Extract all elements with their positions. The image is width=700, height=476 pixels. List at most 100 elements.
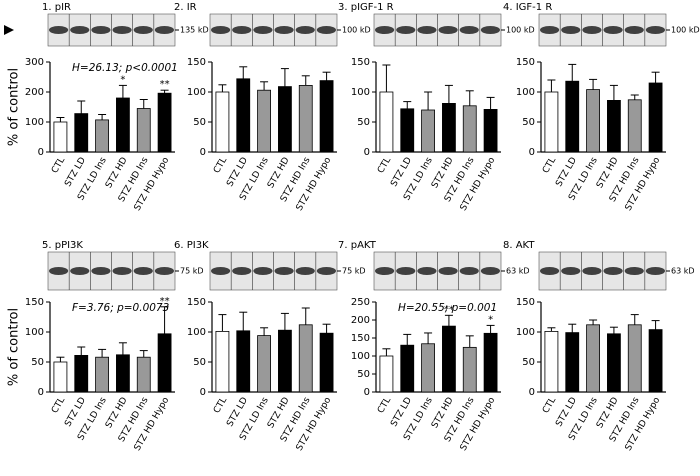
blot-band [396, 26, 416, 34]
blot-band [253, 26, 273, 34]
blot-band [295, 267, 315, 275]
y-axis-label: % of control [7, 308, 22, 386]
y-tick-label: 150 [516, 57, 535, 68]
stat-annotation: H=26.13; p<0.0001 [72, 62, 178, 74]
blot-band [70, 267, 90, 275]
blot-band [49, 267, 69, 275]
blot-band [645, 26, 666, 34]
bar [74, 113, 89, 153]
bar [483, 109, 498, 153]
blot-band [211, 26, 231, 34]
blot-arrow [4, 25, 14, 35]
bar [586, 89, 600, 153]
blot-band [582, 26, 602, 34]
blot-band [253, 267, 273, 275]
x-tick-label: CTL [50, 396, 67, 416]
bar [157, 92, 172, 153]
x-tick-label: CTL [376, 156, 393, 176]
significance: * [120, 74, 125, 85]
x-tick-label: CTL [541, 396, 558, 416]
y-tick-label: 0 [529, 387, 535, 398]
bar [95, 356, 109, 393]
y-tick-label: 100 [351, 87, 370, 98]
blot-band [480, 267, 500, 275]
blot-band [582, 267, 602, 275]
y-tick-label: 0 [364, 147, 370, 158]
bar [53, 361, 68, 393]
significance: ** [160, 79, 170, 90]
y-tick-label: 200 [351, 315, 370, 326]
blot-band [396, 267, 416, 275]
blot-band [624, 267, 644, 275]
y-tick-label: 50 [193, 357, 206, 368]
bar [607, 100, 621, 153]
blot-band [375, 267, 395, 275]
panel-title: 5. pPI3K [42, 240, 83, 251]
blot-band [91, 267, 111, 275]
y-tick-label: 100 [516, 87, 535, 98]
kd-label: 63 kD [671, 267, 695, 276]
bar [319, 80, 334, 153]
blot-band [375, 26, 395, 34]
y-tick-label: 100 [351, 351, 370, 362]
y-tick-label: 0 [200, 147, 206, 158]
bar [157, 333, 172, 393]
blot-band [624, 26, 644, 34]
bar [442, 325, 456, 393]
bar [236, 330, 251, 393]
y-tick-label: 150 [187, 57, 206, 68]
bar [53, 121, 68, 153]
kd-label: 63 kD [506, 267, 530, 276]
y-axis-label: % of control [7, 68, 22, 146]
y-tick-label: 50 [357, 117, 370, 128]
blot-band [603, 267, 623, 275]
blot-band [459, 267, 479, 275]
bar [215, 330, 230, 393]
blot-band [540, 26, 560, 34]
blot-band [112, 26, 132, 34]
y-tick-label: 100 [516, 327, 535, 338]
panel-title: 7. pAKT [338, 240, 377, 251]
stat-annotation: F=3.76; p=0.0073 [72, 302, 169, 314]
panel-title: 8. AKT [503, 240, 535, 251]
blot-band [316, 267, 336, 275]
blot-band [232, 26, 252, 34]
blot-band [133, 26, 153, 34]
blot-band [645, 267, 666, 275]
blot-band [211, 267, 231, 275]
x-tick-label: CTL [212, 396, 229, 416]
y-tick-label: 150 [351, 333, 370, 344]
blot-band [417, 26, 437, 34]
significance: * [488, 314, 493, 325]
bar [278, 86, 292, 153]
blot-band [70, 26, 90, 34]
bar [298, 324, 313, 393]
blot-band [154, 267, 175, 275]
bar [379, 355, 394, 393]
bar [607, 333, 621, 393]
y-tick-label: 250 [351, 297, 370, 308]
y-tick-label: 0 [38, 387, 44, 398]
bar [95, 119, 109, 153]
panel-title: 3. pIGF-1 R [338, 2, 394, 13]
bar [586, 324, 600, 393]
bar [319, 332, 334, 393]
kd-label: 75 kD [342, 267, 366, 276]
bar [236, 78, 251, 153]
y-tick-label: 150 [25, 297, 44, 308]
kd-label: 75 kD [180, 267, 204, 276]
panel-title: 6. PI3K [174, 240, 209, 251]
bar [116, 354, 130, 393]
bar [136, 108, 151, 153]
y-tick-label: 200 [25, 87, 44, 98]
bar [116, 97, 130, 153]
y-tick-label: 100 [25, 327, 44, 338]
y-tick-label: 0 [529, 147, 535, 158]
bar [278, 329, 292, 393]
y-tick-label: 300 [25, 57, 44, 68]
y-tick-label: 100 [187, 87, 206, 98]
bar [379, 91, 394, 153]
bar [421, 343, 435, 393]
blot-band [295, 26, 315, 34]
blot-band [154, 26, 175, 34]
